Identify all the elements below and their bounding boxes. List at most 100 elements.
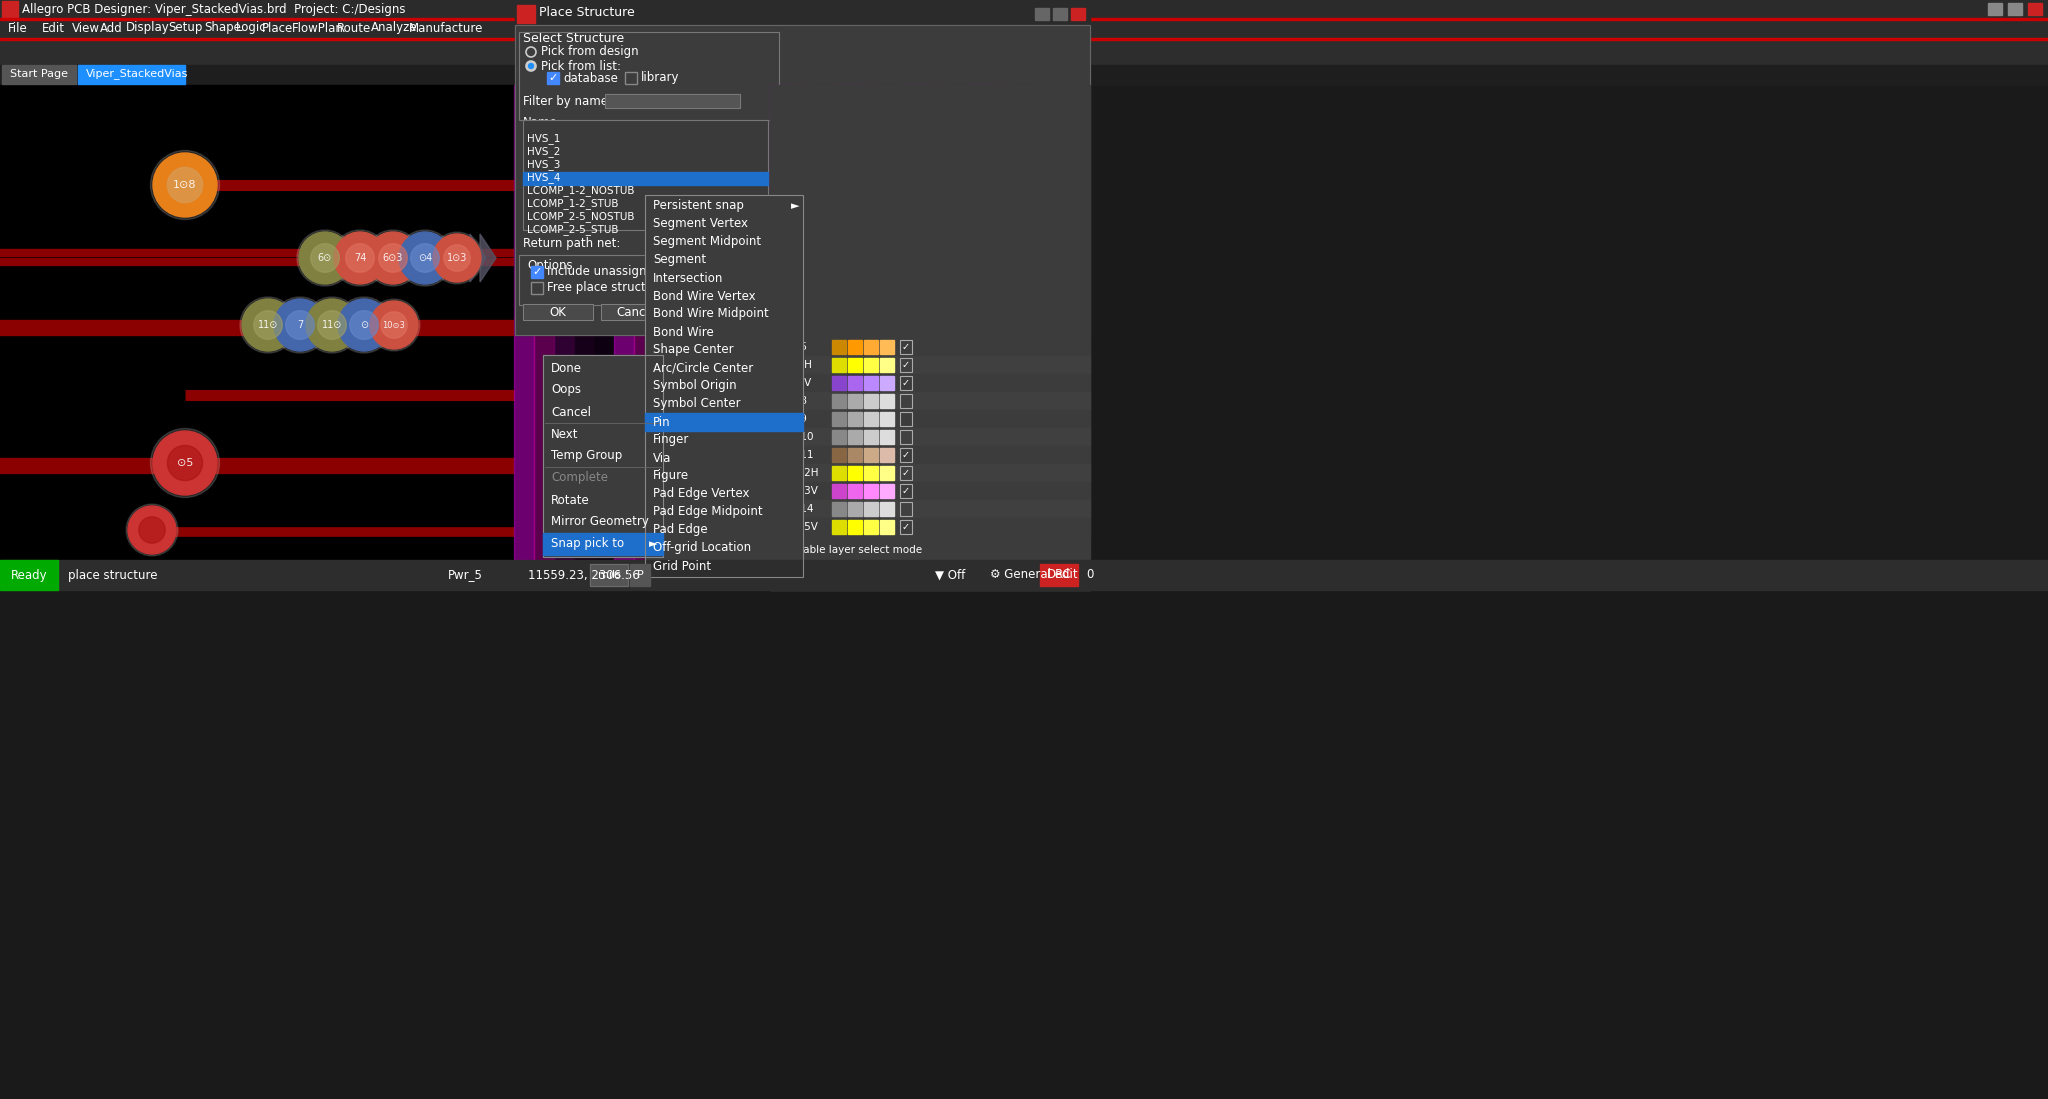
Text: ►: ► — [649, 539, 657, 550]
Bar — [848, 358, 862, 371]
Bar — [715, 85, 733, 560]
Bar — [770, 374, 1090, 392]
Bar — [0, 560, 57, 590]
Circle shape — [528, 64, 532, 68]
Text: 74: 74 — [354, 253, 367, 263]
Bar — [924, 85, 946, 338]
Text: Route: Route — [338, 22, 371, 34]
Text: Filter by name:: Filter by name: — [522, 96, 612, 109]
Bar — [694, 85, 715, 560]
Bar — [864, 520, 879, 534]
Bar — [770, 85, 1090, 590]
Text: 11⊙: 11⊙ — [258, 320, 279, 330]
Bar — [653, 85, 674, 560]
Text: Return path net:: Return path net: — [522, 236, 621, 249]
Circle shape — [432, 234, 481, 282]
Bar — [770, 338, 1090, 356]
Bar — [522, 304, 594, 320]
Bar — [813, 85, 836, 338]
Bar — [831, 358, 846, 371]
Bar — [0, 18, 2048, 38]
Circle shape — [444, 245, 471, 271]
Text: LCOMP_2-5_STUB: LCOMP_2-5_STUB — [526, 224, 618, 235]
Text: Viper_StackedVias: Viper_StackedVias — [86, 68, 188, 79]
Circle shape — [397, 230, 453, 286]
Bar — [514, 85, 770, 560]
Bar — [983, 304, 1053, 320]
Text: Pick from design: Pick from design — [541, 45, 639, 58]
Bar — [881, 430, 895, 444]
Text: Bond Wire Vertex: Bond Wire Vertex — [653, 289, 756, 302]
Text: Pad Edge: Pad Edge — [653, 523, 709, 536]
Text: Finger: Finger — [653, 433, 690, 446]
Bar — [518, 32, 778, 120]
Bar — [881, 412, 895, 426]
Polygon shape — [479, 234, 496, 282]
Bar — [590, 564, 629, 586]
Text: LCOMP_2-5_NOSTUB: LCOMP_2-5_NOSTUB — [526, 211, 635, 222]
Bar — [881, 448, 895, 462]
Bar — [831, 340, 846, 354]
Bar — [848, 430, 862, 444]
Text: Symbol Origin: Symbol Origin — [653, 379, 737, 392]
Bar — [543, 355, 664, 557]
Text: Layer stackup for selected structure:: Layer stackup for selected structure: — [782, 115, 1001, 129]
Bar — [770, 464, 1090, 482]
Bar — [831, 376, 846, 390]
Circle shape — [305, 299, 358, 351]
Bar — [514, 0, 1090, 25]
Bar — [1053, 8, 1067, 20]
Text: Bond Wire Midpoint: Bond Wire Midpoint — [653, 308, 768, 321]
Circle shape — [346, 244, 375, 273]
Text: 0.00: 0.00 — [897, 255, 922, 265]
Bar — [864, 466, 879, 480]
Bar — [881, 85, 901, 338]
Text: Sig_12H: Sig_12H — [776, 467, 819, 478]
Bar — [594, 85, 614, 560]
Bar — [543, 533, 664, 555]
Text: Analyze: Analyze — [371, 22, 418, 34]
Circle shape — [254, 311, 283, 340]
Bar — [0, 85, 514, 560]
Bar — [946, 85, 969, 338]
Bar — [864, 484, 879, 498]
Circle shape — [399, 232, 451, 284]
Text: ✓: ✓ — [901, 449, 909, 460]
Bar — [625, 73, 637, 84]
Text: LCOMP_1-2_STUB: LCOMP_1-2_STUB — [526, 199, 618, 210]
Text: 10⊙3: 10⊙3 — [383, 321, 406, 330]
Bar — [899, 520, 911, 534]
Text: Segment Midpoint: Segment Midpoint — [653, 235, 762, 248]
Circle shape — [168, 445, 203, 480]
Text: Via: Via — [653, 452, 672, 465]
Circle shape — [317, 311, 346, 340]
Bar — [881, 395, 895, 408]
Bar — [1034, 8, 1049, 20]
Text: Manufacture: Manufacture — [410, 22, 483, 34]
Text: 11⊙: 11⊙ — [322, 320, 342, 330]
Bar — [0, 38, 2048, 65]
Text: Options: Options — [526, 259, 573, 271]
Bar — [831, 395, 846, 408]
Text: Pad Edge Midpoint: Pad Edge Midpoint — [653, 506, 762, 519]
Circle shape — [334, 232, 385, 284]
Bar — [770, 428, 1090, 446]
Bar — [78, 65, 184, 84]
Text: Bond Wire: Bond Wire — [653, 325, 715, 338]
Text: Start Page: Start Page — [10, 69, 68, 79]
Text: Edit: Edit — [43, 22, 66, 34]
Circle shape — [242, 299, 295, 351]
Circle shape — [127, 506, 176, 554]
Text: P: P — [637, 570, 643, 580]
Bar — [881, 340, 895, 354]
Circle shape — [379, 244, 408, 273]
Bar — [770, 85, 793, 338]
Text: Next: Next — [551, 428, 578, 441]
Text: 7: 7 — [297, 320, 303, 330]
Bar — [516, 5, 535, 23]
Bar — [770, 410, 1090, 428]
Text: ⚙ General edit: ⚙ General edit — [989, 568, 1077, 581]
Bar — [831, 502, 846, 517]
Bar — [645, 413, 803, 431]
Bar — [899, 484, 911, 498]
